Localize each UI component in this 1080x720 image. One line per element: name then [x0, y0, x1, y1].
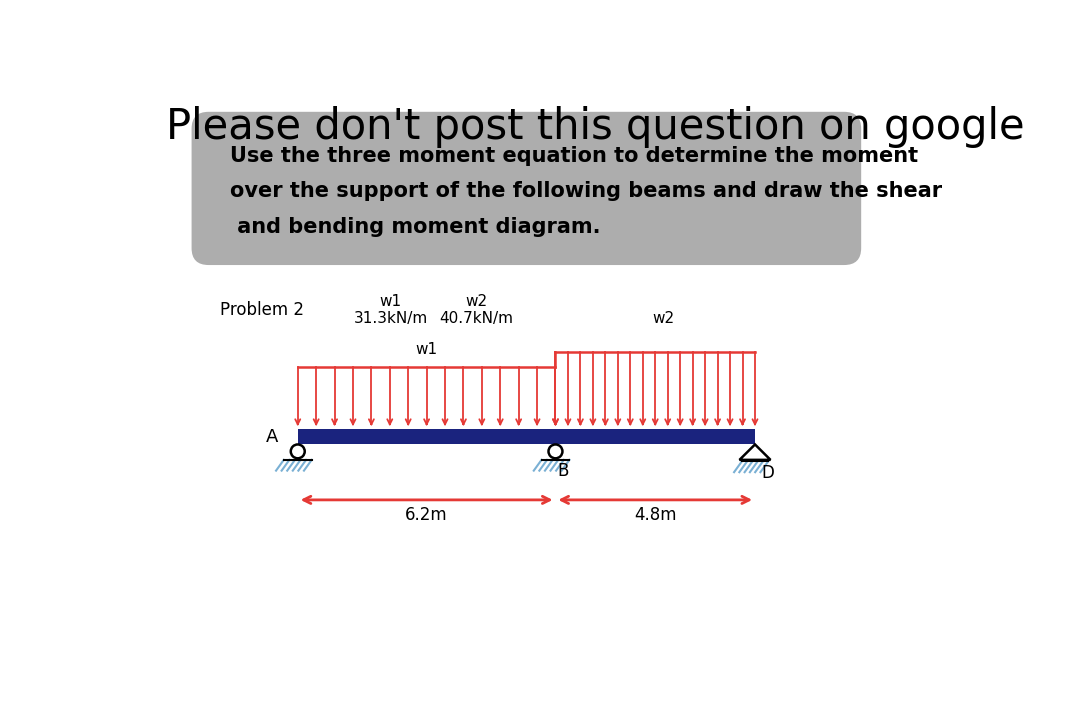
Text: Problem 2: Problem 2 [220, 301, 305, 319]
Text: 40.7kN/m: 40.7kN/m [438, 312, 513, 326]
Text: and bending moment diagram.: and bending moment diagram. [230, 217, 600, 237]
Text: Please don't post this question on google: Please don't post this question on googl… [166, 106, 1025, 148]
Text: 4.8m: 4.8m [634, 506, 676, 524]
Text: w1: w1 [380, 294, 402, 310]
Text: B: B [557, 462, 569, 480]
Text: over the support of the following beams and draw the shear: over the support of the following beams … [230, 181, 943, 201]
Text: D: D [761, 464, 774, 482]
Text: Use the three moment equation to determine the moment: Use the three moment equation to determi… [230, 145, 918, 166]
Text: w1: w1 [416, 343, 437, 357]
Text: 6.2m: 6.2m [405, 506, 448, 524]
Polygon shape [298, 429, 755, 444]
Text: w2: w2 [652, 312, 674, 326]
Text: 31.3kN/m: 31.3kN/m [353, 312, 428, 326]
FancyBboxPatch shape [191, 112, 861, 265]
Text: w2: w2 [464, 294, 487, 310]
Text: A: A [266, 428, 279, 446]
